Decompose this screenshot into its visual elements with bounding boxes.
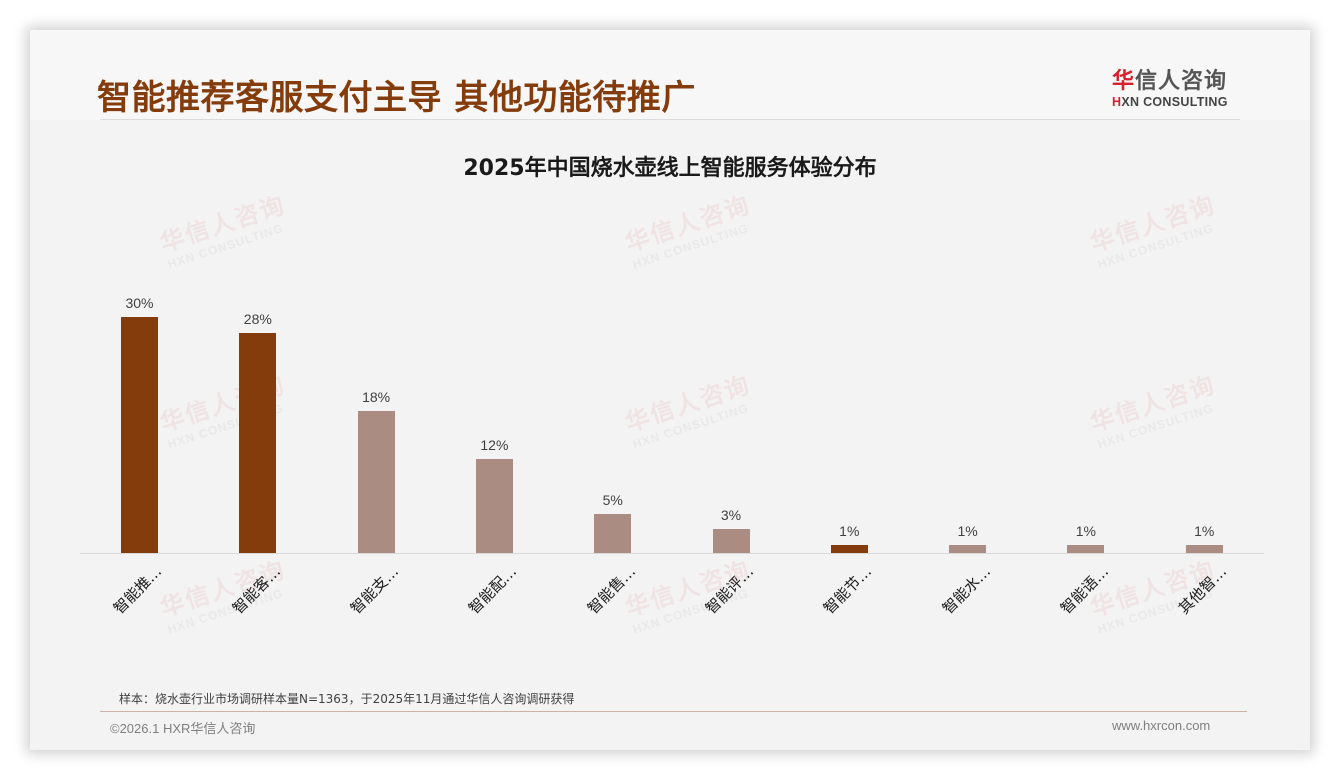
- category-label: 智能节…: [820, 562, 876, 618]
- website-link[interactable]: www.hxrcon.com: [1112, 718, 1211, 733]
- category-label: 智能支…: [347, 562, 403, 618]
- bar-value-label: 1%: [1194, 523, 1215, 540]
- bar: [712, 529, 750, 553]
- brand-logo: 华信人咨询 HXN CONSULTING: [1112, 63, 1242, 109]
- bar: [357, 411, 395, 553]
- bar: [121, 316, 158, 553]
- category-label: 智能水…: [938, 562, 994, 618]
- logo-cn-text: 信人咨询: [1135, 69, 1228, 94]
- category-label: 智能客…: [228, 562, 284, 618]
- logo-cn-accent: 华: [1112, 69, 1136, 94]
- logo-en-text: XN CONSULTING: [1121, 95, 1228, 109]
- header-divider: [100, 119, 1240, 120]
- bar-value-label: 18%: [362, 389, 391, 406]
- x-axis-line: [80, 553, 1264, 554]
- bar-value-label: 30%: [125, 294, 154, 311]
- sample-note: 样本：烧水壶行业市场调研样本量N=1363，于2025年11月通过华信人咨询调研…: [119, 692, 575, 706]
- page-title: 智能推荐客服支付主导 其他功能待推广: [97, 78, 696, 118]
- bar: [949, 545, 987, 553]
- bar-value-label: 12%: [480, 436, 509, 453]
- footer-divider: [100, 711, 1247, 712]
- bar: [830, 545, 868, 553]
- category-label: 智能评…: [701, 562, 758, 618]
- bar-value-label: 28%: [243, 310, 272, 327]
- bar: [475, 458, 513, 553]
- logo-en: HXN CONSULTING: [1112, 95, 1242, 109]
- bar: [1067, 545, 1105, 553]
- bar: [594, 513, 632, 553]
- bar-value-label: 1%: [1075, 523, 1096, 540]
- bar-value-label: 5%: [602, 491, 623, 508]
- category-label: 智能配…: [465, 562, 521, 618]
- logo-en-accent: H: [1112, 95, 1122, 109]
- chart-title: 2025年中国烧水壶线上智能服务体验分布: [463, 156, 877, 181]
- category-label: 智能推…: [110, 562, 166, 618]
- bar: [1185, 545, 1223, 553]
- logo-cn: 华信人咨询: [1112, 63, 1242, 95]
- category-label: 智能售…: [583, 562, 639, 618]
- category-label: 智能语…: [1056, 562, 1113, 618]
- bar-value-label: 1%: [839, 523, 860, 540]
- category-label: 其他智…: [1175, 562, 1231, 618]
- bar: [239, 332, 277, 553]
- bar-value-label: 1%: [957, 523, 978, 540]
- header-band: [30, 30, 1310, 120]
- bar-value-label: 3%: [720, 507, 742, 524]
- copyright-text: ©2026.1 HXR华信人咨询: [110, 721, 256, 736]
